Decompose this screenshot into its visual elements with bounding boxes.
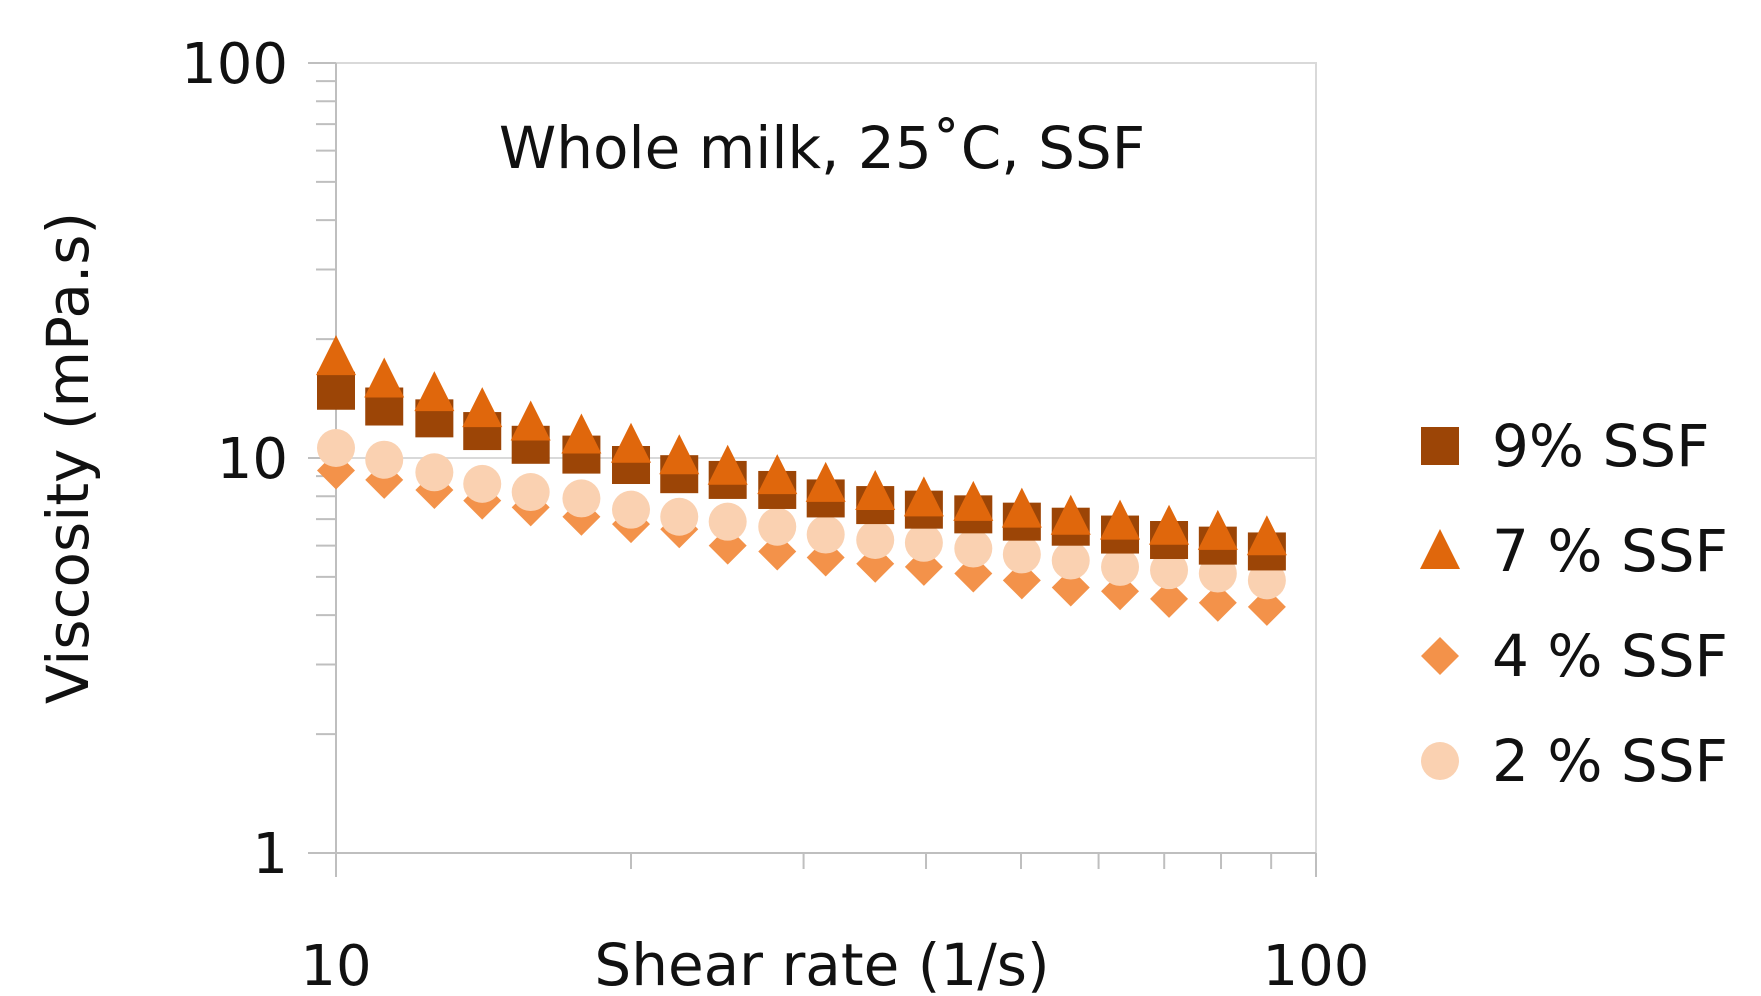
data-point-triangle: [1100, 499, 1141, 540]
y-tick-label: 100: [181, 32, 288, 97]
data-point-circle: [1247, 561, 1286, 600]
data-point-triangle: [707, 444, 748, 485]
data-point-circle: [415, 453, 454, 492]
chart-title: Whole milk, 25˚C, SSF: [499, 114, 1145, 182]
data-point-circle: [317, 429, 355, 468]
y-axis-title: Viscosity (mPa.s): [34, 212, 102, 704]
data-point-triangle: [462, 387, 503, 428]
x-axis-title: Shear rate (1/s): [594, 931, 1049, 996]
data-point-circle: [856, 521, 895, 560]
data-point-circle: [511, 473, 550, 512]
legend-label: 9% SSF: [1492, 412, 1709, 480]
data-point-triangle: [805, 461, 846, 502]
data-point-circle: [562, 479, 601, 518]
axes: [308, 62, 1317, 877]
data-point-triangle: [903, 476, 944, 517]
data-point-triangle: [659, 434, 700, 475]
data-point-triangle: [414, 371, 455, 412]
data-point-circle: [1051, 541, 1090, 580]
data-point-circle: [1150, 551, 1189, 590]
data-point-triangle: [510, 400, 551, 441]
data-point-triangle: [953, 480, 994, 521]
data-point-circle: [758, 507, 797, 546]
data-point-triangle: [1001, 487, 1042, 528]
data-point-triangle: [561, 413, 602, 454]
series-layer: [316, 335, 1287, 626]
data-point-circle: [708, 502, 747, 541]
data-point-triangle: [364, 357, 405, 398]
data-point-circle: [954, 529, 993, 568]
legend-label: 4 % SSF: [1492, 622, 1728, 690]
legend-marker-circle: [1421, 742, 1459, 780]
data-point-triangle: [757, 454, 798, 495]
legend: 9% SSF 7 % SSF 4 % SSF 2 % SSF: [1420, 412, 1728, 795]
series-circle: [317, 429, 1286, 600]
data-point-circle: [904, 523, 943, 562]
x-tick-label: 10: [300, 934, 371, 996]
data-point-triangle: [316, 335, 356, 376]
data-point-circle: [1101, 547, 1140, 586]
legend-label: 2 % SSF: [1492, 727, 1728, 795]
x-tick-label: 100: [1263, 934, 1370, 996]
legend-label: 7 % SSF: [1492, 517, 1728, 585]
data-point-triangle: [1149, 504, 1190, 545]
legend-marker-square: [1421, 427, 1459, 465]
data-point-diamond: [1198, 583, 1237, 622]
data-point-circle: [806, 515, 845, 554]
data-point-circle: [463, 464, 502, 503]
series-triangle: [316, 335, 1287, 556]
y-tick-label: 10: [217, 427, 288, 492]
data-point-circle: [1002, 535, 1041, 574]
data-point-diamond: [1051, 568, 1090, 607]
data-point-diamond: [1247, 587, 1286, 626]
legend-marker-diamond: [1421, 637, 1459, 675]
data-point-triangle: [855, 470, 896, 511]
y-tick-label: 1: [252, 822, 288, 887]
data-point-triangle: [611, 422, 652, 463]
data-point-circle: [660, 497, 699, 536]
data-point-triangle: [1197, 509, 1238, 550]
legend-marker-triangle: [1420, 529, 1460, 569]
data-point-circle: [365, 440, 404, 479]
data-point-circle: [612, 490, 651, 529]
data-point-triangle: [1246, 515, 1287, 556]
data-point-square: [317, 371, 355, 410]
data-point-triangle: [1050, 494, 1091, 535]
data-point-diamond: [1150, 579, 1189, 618]
